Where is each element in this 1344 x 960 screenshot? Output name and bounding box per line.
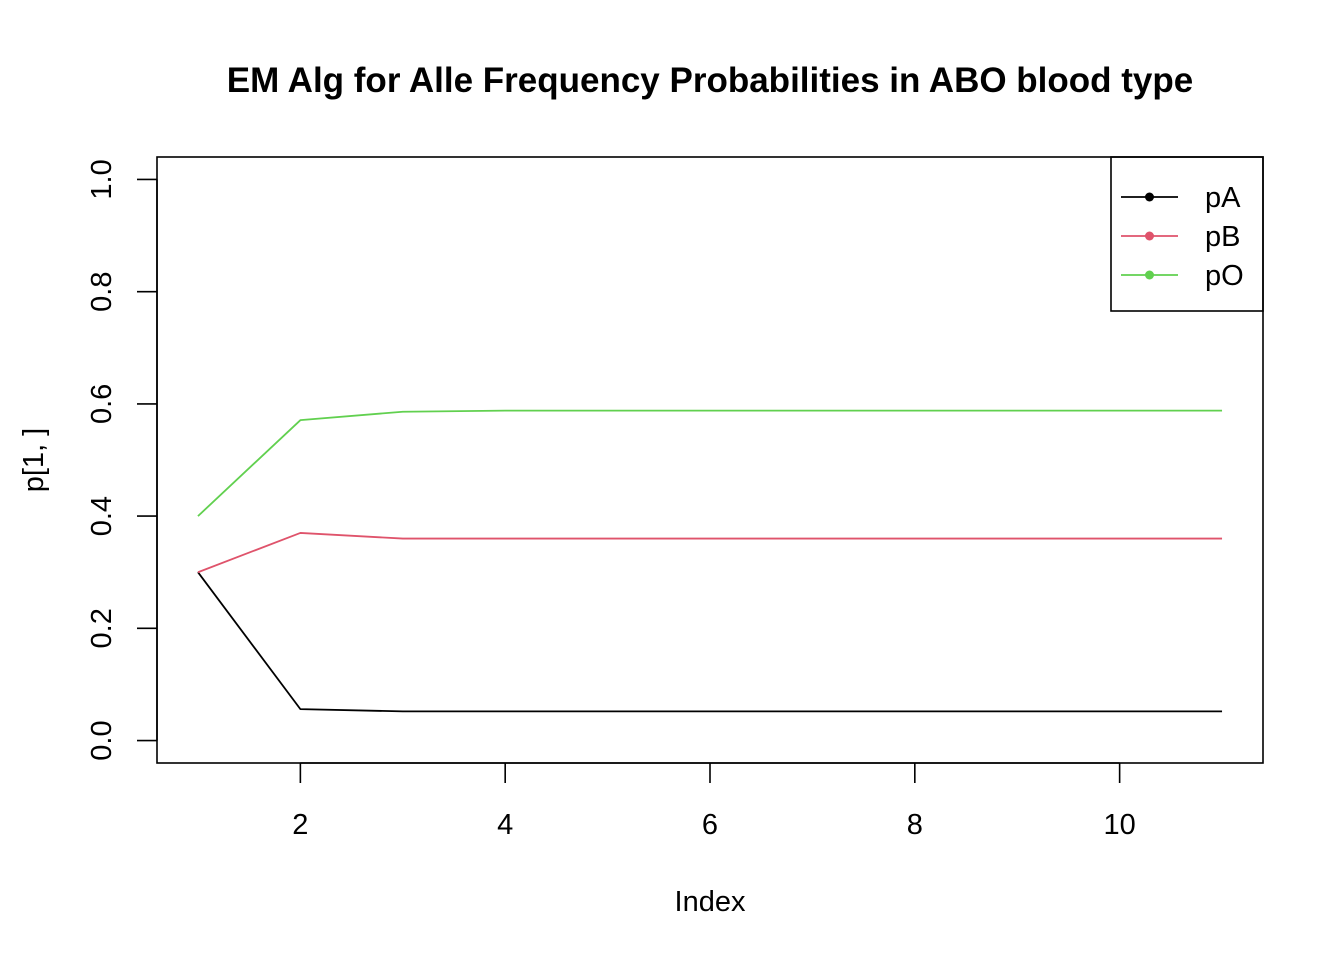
y-tick-label: 0.0: [86, 720, 118, 760]
legend-marker-pB: [1145, 231, 1154, 241]
legend-marker-pA: [1145, 192, 1154, 202]
y-axis: 0.0 0.2 0.4 0.6 0.8 1.0: [86, 159, 158, 761]
plot-area-border: [156, 156, 1264, 764]
x-tick-label: 4: [497, 809, 513, 841]
y-tick-label: 0.2: [86, 608, 118, 648]
legend-marker-pO: [1145, 270, 1154, 280]
legend-label-pA: pA: [1205, 182, 1241, 214]
x-tick-label: 10: [1103, 809, 1135, 841]
y-tick-label: 0.4: [86, 496, 118, 536]
y-tick-label: 0.8: [86, 272, 118, 312]
x-tick-label: 8: [907, 809, 923, 841]
chart-title: EM Alg for Alle Frequency Probabilities …: [227, 61, 1193, 100]
series-line-pB: [197, 532, 1223, 574]
legend-box: [1110, 156, 1264, 312]
series-line-pO: [197, 409, 1223, 517]
x-tick-label: 6: [702, 809, 718, 841]
series-group: [197, 409, 1223, 713]
x-axis: 2 4 6 8 10: [292, 762, 1136, 841]
y-tick-label: 0.6: [86, 384, 118, 424]
legend-label-pB: pB: [1205, 221, 1240, 253]
y-tick-label: 1.0: [86, 159, 118, 199]
series-line-pA: [197, 571, 1223, 713]
y-axis-label: p[1, ]: [18, 428, 50, 493]
legend: pA pB pO: [1110, 156, 1264, 312]
x-axis-label: Index: [675, 886, 746, 918]
x-tick-label: 2: [292, 809, 308, 841]
legend-label-pO: pO: [1205, 260, 1244, 292]
